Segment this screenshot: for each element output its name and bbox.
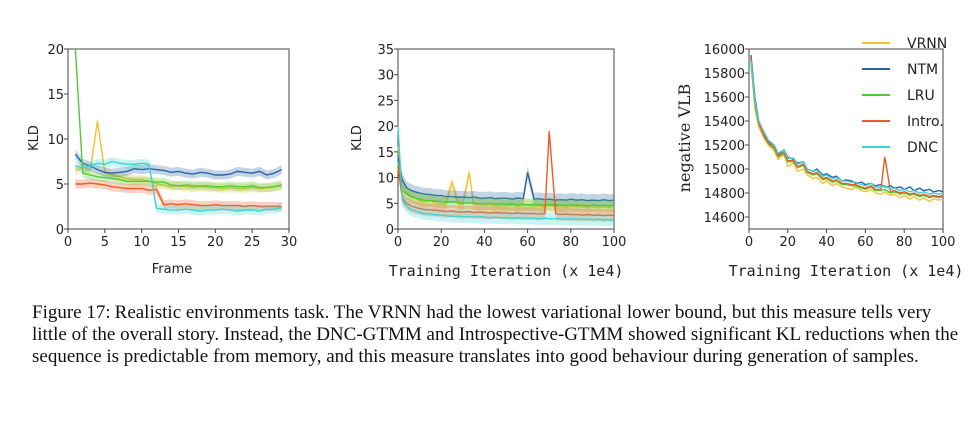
legend-label: Intro. (907, 114, 944, 130)
series-line-lru (750, 60, 944, 199)
x-tick-label: 0 (745, 235, 753, 250)
y-tick-label: 20 (47, 43, 64, 58)
legend-label: VRNN (907, 36, 947, 52)
series-line-dnc (750, 60, 944, 195)
figure-caption: Figure 17: Realistic environments task. T… (32, 302, 962, 368)
y-tick-label: 14600 (704, 211, 745, 226)
series-band-dnc (398, 119, 614, 227)
series-band-lru (75, 49, 282, 193)
x-tick-label: 100 (602, 235, 627, 250)
legend: VRNN NTM LRU Intro. DNC (862, 36, 947, 156)
series-line-intro (750, 58, 944, 198)
y-tick-label: 15200 (704, 139, 745, 154)
legend-entry-lru: LRU (862, 88, 935, 104)
legend-entry-intro: Intro. (862, 114, 944, 130)
chart-negative-vlb: 0 20 40 60 80 100 14600 14800 15000 15200 15400 15… (675, 43, 963, 280)
legend-label: NTM (907, 62, 938, 78)
x-tick-label: 10 (133, 235, 150, 250)
series-band-vrnn (75, 116, 282, 193)
y-tick-label: 15800 (704, 67, 745, 82)
x-tick-label: 80 (563, 235, 580, 250)
series-line-vrnn (750, 60, 944, 203)
x-tick-label: 25 (244, 235, 261, 250)
y-tick-label: 10 (377, 172, 394, 187)
y-tick-label: 5 (386, 197, 394, 212)
series-band-lru (398, 155, 614, 213)
series-line-lru (74, 48, 282, 189)
x-tick-label: 40 (476, 235, 493, 250)
caption-text: Realistic environments task. The VRNN ha… (32, 302, 959, 367)
y-tick-label: 25 (377, 94, 394, 109)
x-tick-label: 20 (433, 235, 450, 250)
figure-charts: 0 5 10 15 20 25 30 0 5 10 15 20 Frame KLD 0 20 40 60 8… (27, 36, 963, 280)
series-band-ntm (398, 150, 614, 208)
series-line-intro (397, 131, 615, 217)
x-tick-label: 60 (519, 235, 536, 250)
legend-label: LRU (907, 88, 935, 104)
plot-area (397, 48, 615, 230)
x-tick-label: 100 (931, 235, 956, 250)
x-axis-label: Training Iteration (x 1e4) (729, 262, 964, 280)
y-tick-label: 0 (56, 223, 64, 238)
series-line-lru (397, 162, 615, 207)
y-tick-label: 16000 (704, 43, 745, 58)
x-axis-label: Training Iteration (x 1e4) (389, 262, 624, 280)
series-band-intro (75, 178, 282, 211)
y-tick-label: 20 (377, 120, 394, 135)
series-line-dnc (75, 160, 282, 212)
y-tick-label: 30 (377, 69, 394, 84)
x-tick-label: 5 (101, 235, 109, 250)
y-tick-label: 10 (47, 133, 64, 148)
x-tick-label: 30 (281, 235, 298, 250)
x-axis-label: Frame (152, 262, 193, 277)
series-line-intro (75, 182, 282, 208)
x-tick-label: 20 (207, 235, 224, 250)
series-line-ntm (74, 153, 282, 176)
y-tick-label: 35 (377, 43, 394, 58)
x-tick-label: 40 (818, 235, 835, 250)
y-tick-label: 14800 (704, 187, 745, 202)
legend-label: DNC (907, 140, 938, 156)
x-tick-label: 0 (64, 235, 72, 250)
legend-entry-ntm: NTM (862, 62, 938, 78)
x-tick-label: 60 (857, 235, 874, 250)
series-band-dnc (75, 157, 282, 216)
series-line-ntm (397, 156, 615, 202)
y-tick-label: 15 (47, 88, 64, 103)
x-tick-label: 0 (394, 235, 402, 250)
y-tick-label: 15600 (704, 91, 745, 106)
legend-entry-vrnn: VRNN (862, 36, 947, 52)
chart-kld-frame: 0 5 10 15 20 25 30 0 5 10 15 20 Frame KLD (27, 43, 297, 277)
y-axis-label: KLD (350, 125, 365, 151)
y-tick-label: 15400 (704, 115, 745, 130)
series-line-dnc (397, 126, 614, 221)
y-axis-label: KLD (27, 125, 42, 151)
y-tick-label: 15 (377, 146, 394, 161)
y-tick-label: 15000 (704, 163, 745, 178)
legend-entry-dnc: DNC (862, 140, 938, 156)
y-tick-label: 5 (56, 178, 64, 193)
caption-label: Figure 17: (32, 302, 111, 323)
y-tick-label: 0 (386, 223, 394, 238)
x-tick-label: 80 (896, 235, 913, 250)
y-axis-label: negative VLB (675, 84, 694, 193)
plot-area (748, 48, 944, 230)
x-tick-label: 15 (170, 235, 187, 250)
chart-kld-training: 0 20 40 60 80 100 0 5 10 15 20 25 30 35 Training Ite… (350, 43, 626, 280)
x-tick-label: 20 (780, 235, 797, 250)
